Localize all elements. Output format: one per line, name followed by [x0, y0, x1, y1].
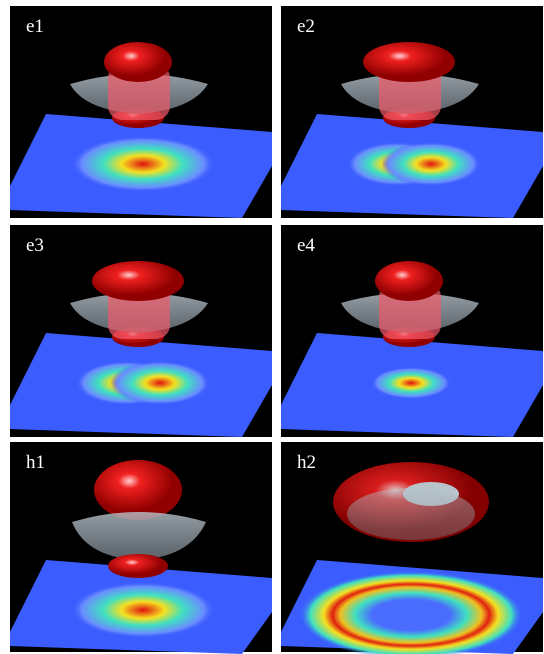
blob: [94, 460, 182, 520]
panel: e3: [10, 225, 272, 437]
blob: [375, 261, 443, 301]
render: [281, 225, 543, 437]
render: [10, 442, 272, 654]
render: [10, 225, 272, 437]
panel: e4: [281, 225, 543, 437]
panel-label: h1: [26, 452, 45, 474]
blob: [92, 261, 184, 301]
pattern: [71, 582, 215, 638]
panel-label: e3: [26, 235, 44, 257]
pattern: [71, 136, 215, 192]
blob: [104, 42, 172, 82]
panel: h2: [281, 442, 543, 652]
panel: h1: [10, 442, 272, 652]
blob: [363, 42, 455, 82]
dome: [347, 488, 475, 540]
render: [10, 6, 272, 218]
panel-label: e1: [26, 16, 44, 38]
panel-label: e2: [297, 16, 315, 38]
panel-label: h2: [297, 452, 316, 474]
dome: [72, 512, 206, 560]
panel: e2: [281, 6, 543, 218]
render: [281, 442, 543, 654]
render: [281, 6, 543, 218]
panel: e1: [10, 6, 272, 218]
figure: e1 e2 e3 e4 h1 h2: [0, 0, 544, 654]
panel-label: e4: [297, 235, 315, 257]
pattern: [381, 142, 481, 186]
pattern: [371, 367, 451, 399]
pattern: [110, 361, 210, 405]
blob: [108, 554, 168, 578]
